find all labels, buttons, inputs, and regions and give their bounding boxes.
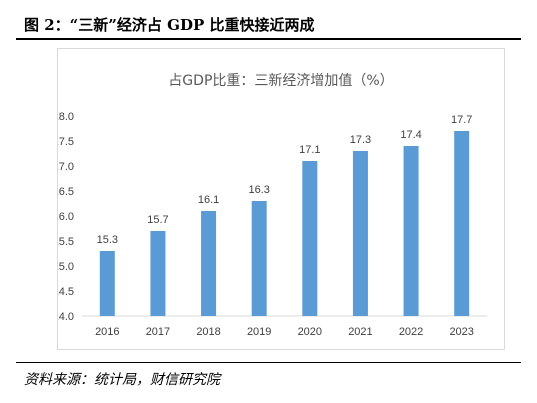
y-tick-label: 17.5 bbox=[58, 136, 74, 148]
data-label: 17.3 bbox=[350, 134, 371, 146]
x-tick-label: 2023 bbox=[449, 326, 473, 338]
figure-footer: 资料来源：统计局，财信研究院 bbox=[16, 362, 521, 393]
x-tick-label: 2020 bbox=[298, 326, 322, 338]
y-tick-label: 14.0 bbox=[58, 311, 74, 323]
bar-chart: 14.0 14.5 15.0 15.5 16.0 16.5 17.0 17.5 18.0 15.3… bbox=[58, 111, 487, 338]
y-tick-label: 15.0 bbox=[58, 261, 74, 273]
x-tick-label: 2018 bbox=[196, 326, 220, 338]
bar bbox=[99, 251, 115, 316]
figure-title: 图 2：“三新”经济占 GDP 比重快接近两成 bbox=[24, 16, 315, 34]
chart-title: 占GDP比重：三新经济增加值（%） bbox=[168, 73, 394, 89]
data-label: 17.1 bbox=[299, 144, 320, 156]
data-label: 15.3 bbox=[97, 234, 118, 246]
x-tick-label: 2016 bbox=[95, 326, 119, 338]
bar bbox=[403, 146, 419, 316]
y-tick-label: 16.5 bbox=[58, 186, 74, 198]
data-label: 15.7 bbox=[147, 214, 168, 226]
y-tick-label: 16.0 bbox=[58, 211, 74, 223]
x-tick-label: 2021 bbox=[348, 326, 372, 338]
y-tick-label: 17.0 bbox=[58, 161, 74, 173]
y-tick-label: 14.5 bbox=[58, 286, 74, 298]
y-tick-label: 15.5 bbox=[58, 236, 74, 248]
x-tick-label: 2022 bbox=[399, 326, 423, 338]
data-label: 17.4 bbox=[400, 129, 421, 141]
bar bbox=[352, 151, 368, 316]
bar bbox=[150, 231, 166, 316]
bar bbox=[201, 211, 217, 316]
x-tick-label: 2019 bbox=[247, 326, 271, 338]
chart-frame: 占GDP比重：三新经济增加值（%） 14.0 14.5 15.0 15.5 16.0 16… bbox=[57, 48, 505, 350]
bar bbox=[454, 131, 470, 316]
data-label: 16.1 bbox=[198, 194, 219, 206]
figure-header: 图 2：“三新”经济占 GDP 比重快接近两成 bbox=[16, 8, 521, 40]
source-note: 资料来源：统计局，财信研究院 bbox=[24, 372, 220, 388]
bar bbox=[251, 201, 267, 316]
y-tick-label: 18.0 bbox=[58, 111, 74, 123]
data-label: 16.3 bbox=[248, 184, 269, 196]
data-label: 17.7 bbox=[451, 114, 472, 126]
bar bbox=[302, 161, 318, 316]
x-tick-label: 2017 bbox=[146, 326, 170, 338]
